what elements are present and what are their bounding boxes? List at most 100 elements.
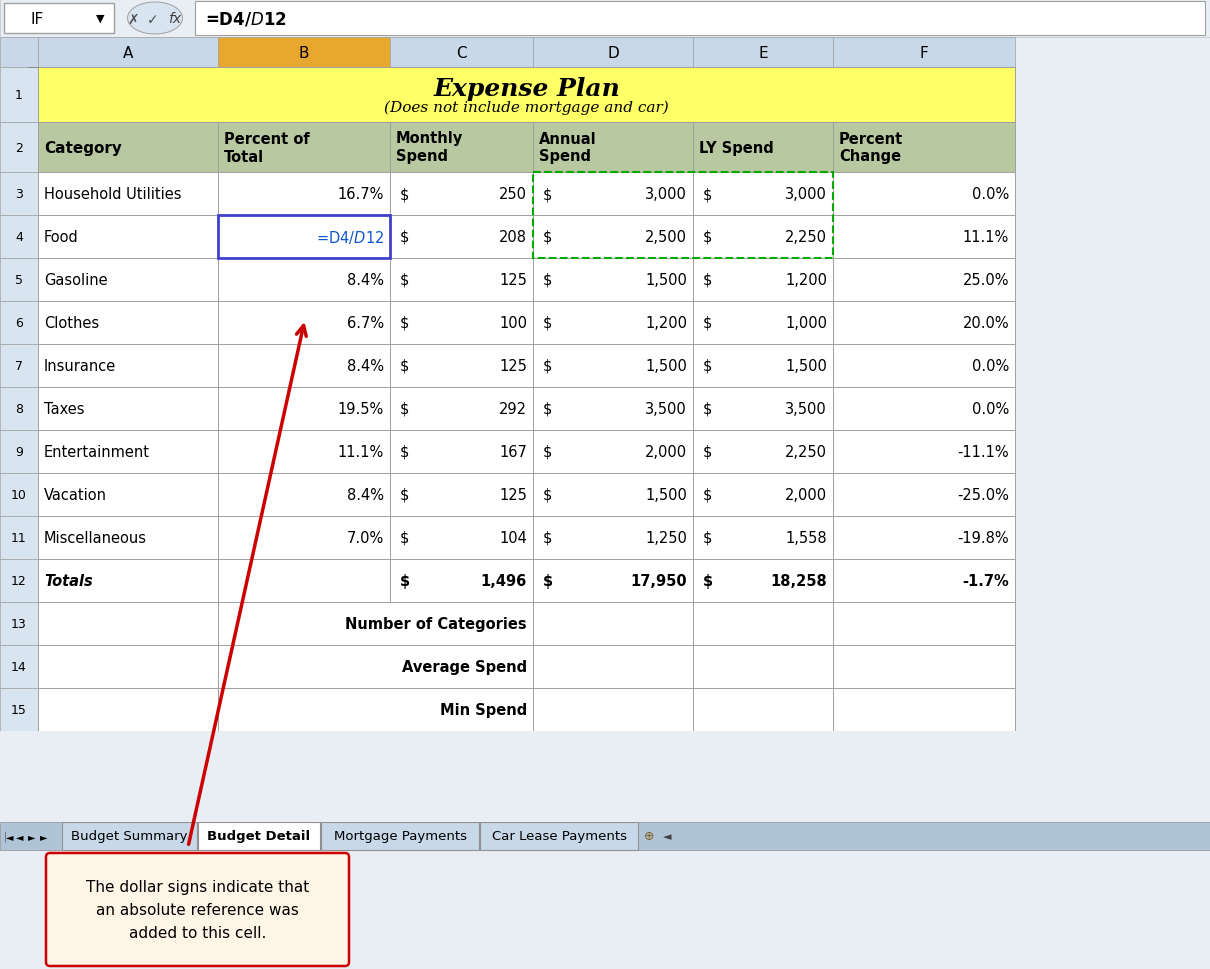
Text: $: $ [543,272,553,288]
Text: $: $ [401,445,409,459]
Bar [832,559,1015,603]
Text: Entertainment: Entertainment [44,445,150,459]
Text: Total: Total [224,149,264,165]
Bar [218,688,532,732]
Text: 11.1%: 11.1% [963,230,1009,245]
Text: $: $ [543,445,553,459]
Text: $: $ [401,316,409,330]
Bar [0,68,38,123]
Bar [693,430,832,474]
Text: 0.0%: 0.0% [972,359,1009,374]
Bar [693,474,832,516]
Text: ▼: ▼ [96,14,104,24]
Bar [390,474,532,516]
Text: ►: ► [28,831,35,841]
Bar [38,430,218,474]
Text: 6.7%: 6.7% [347,316,384,330]
Bar [693,688,832,732]
Text: $: $ [543,487,553,503]
Bar [532,688,693,732]
Text: ✓: ✓ [148,13,159,27]
Text: 19.5%: 19.5% [338,401,384,417]
Bar [532,301,693,345]
Text: 8: 8 [15,402,23,416]
Text: ◄: ◄ [663,831,672,841]
Text: 8.4%: 8.4% [347,487,384,503]
Bar [0,172,38,216]
Text: =D4/$D$12: =D4/$D$12 [316,229,384,246]
Bar [0,38,38,68]
Text: 5: 5 [15,273,23,287]
Text: ⊕: ⊕ [644,829,655,843]
Text: $: $ [401,401,409,417]
Text: Min Spend: Min Spend [439,703,528,717]
Bar [38,603,218,645]
Text: Food: Food [44,230,79,245]
Text: -25.0%: -25.0% [957,487,1009,503]
Text: 1,500: 1,500 [645,272,687,288]
Bar [832,216,1015,259]
Bar [218,388,390,430]
Text: 7.0%: 7.0% [347,530,384,546]
Text: =D4/$D$12: =D4/$D$12 [204,10,287,28]
Bar [38,688,218,732]
Text: ✗: ✗ [127,13,139,27]
Text: Number of Categories: Number of Categories [345,616,528,632]
Bar [218,516,390,559]
Text: Gasoline: Gasoline [44,272,108,288]
Bar [218,645,532,688]
Bar [532,559,693,603]
Text: $: $ [401,187,409,202]
Bar [0,388,38,430]
Bar [693,301,832,345]
Text: 3,000: 3,000 [785,187,826,202]
Text: $: $ [543,401,553,417]
Bar [832,603,1015,645]
Text: $: $ [543,574,553,588]
Bar [832,172,1015,216]
Text: 3,500: 3,500 [785,401,826,417]
Text: IF: IF [30,12,44,26]
Text: 125: 125 [500,359,528,374]
Bar [693,259,832,301]
Text: 10: 10 [11,488,27,502]
Text: Car Lease Payments: Car Lease Payments [491,829,627,843]
Bar [532,259,693,301]
Bar [693,603,832,645]
Bar [38,474,218,516]
Text: -1.7%: -1.7% [962,574,1009,588]
Bar [693,216,832,259]
Bar [390,301,532,345]
Bar [532,474,693,516]
Text: 7: 7 [15,359,23,373]
Bar [532,123,693,172]
Text: 1,000: 1,000 [785,316,826,330]
Text: 12: 12 [11,575,27,587]
Text: 125: 125 [500,272,528,288]
Bar [532,430,693,474]
Bar [218,216,390,259]
Bar [832,430,1015,474]
Text: $: $ [703,230,713,245]
Bar [38,259,218,301]
Bar [693,172,832,216]
Bar [390,259,532,301]
Text: Spend: Spend [538,149,590,165]
Text: Percent: Percent [839,132,903,146]
Bar [832,301,1015,345]
Bar [832,645,1015,688]
Text: A: A [122,46,133,60]
Bar [0,516,38,559]
Text: 8.4%: 8.4% [347,359,384,374]
Bar [532,172,832,259]
Bar [38,345,218,388]
Bar [0,732,1210,822]
Text: 125: 125 [500,487,528,503]
Bar [832,474,1015,516]
Text: 1,200: 1,200 [785,272,826,288]
Text: 1,200: 1,200 [645,316,687,330]
Bar [38,123,218,172]
Bar [218,301,390,345]
Bar [195,2,1205,36]
Bar [832,259,1015,301]
